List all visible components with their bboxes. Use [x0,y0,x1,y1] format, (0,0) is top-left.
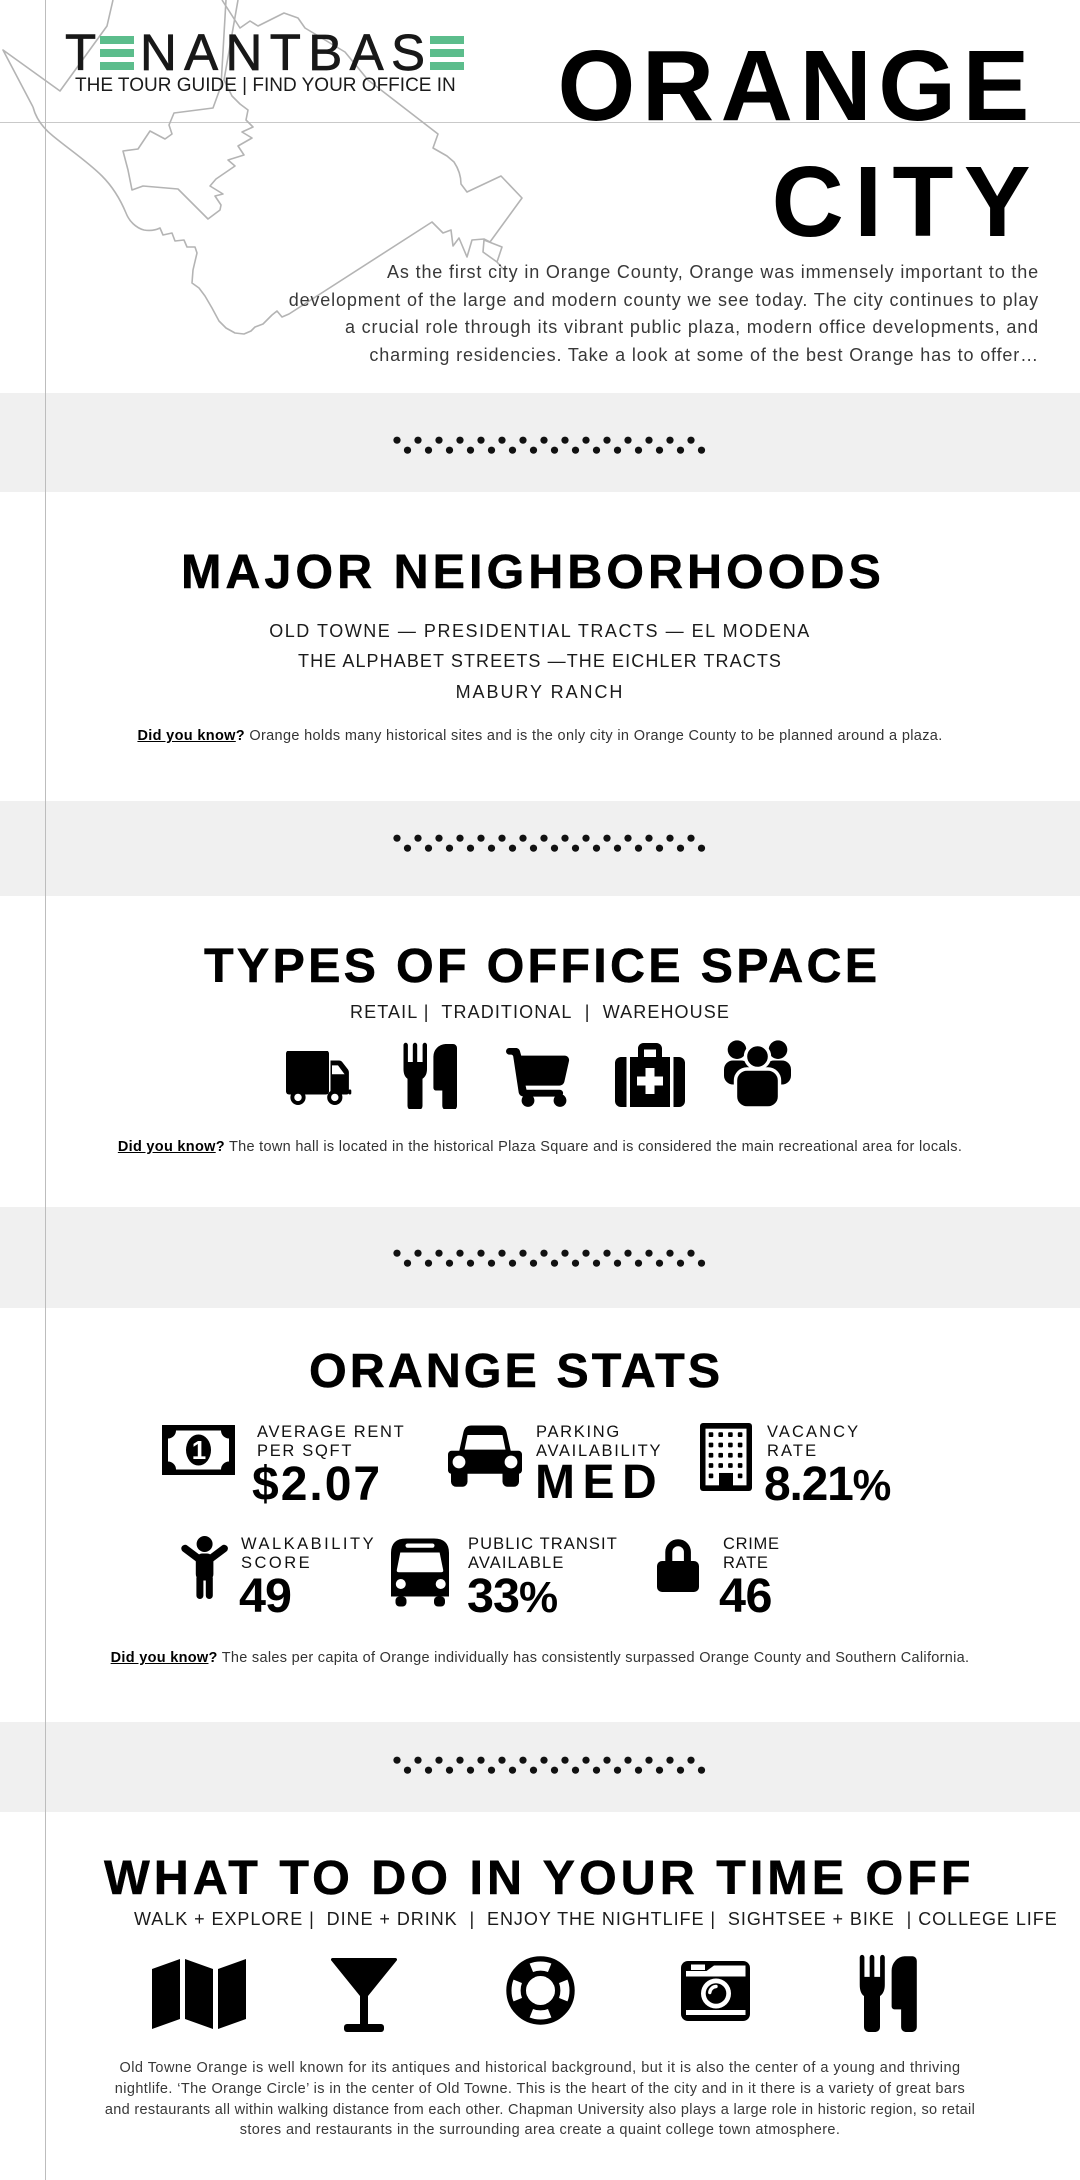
svg-text:1: 1 [192,1435,206,1465]
